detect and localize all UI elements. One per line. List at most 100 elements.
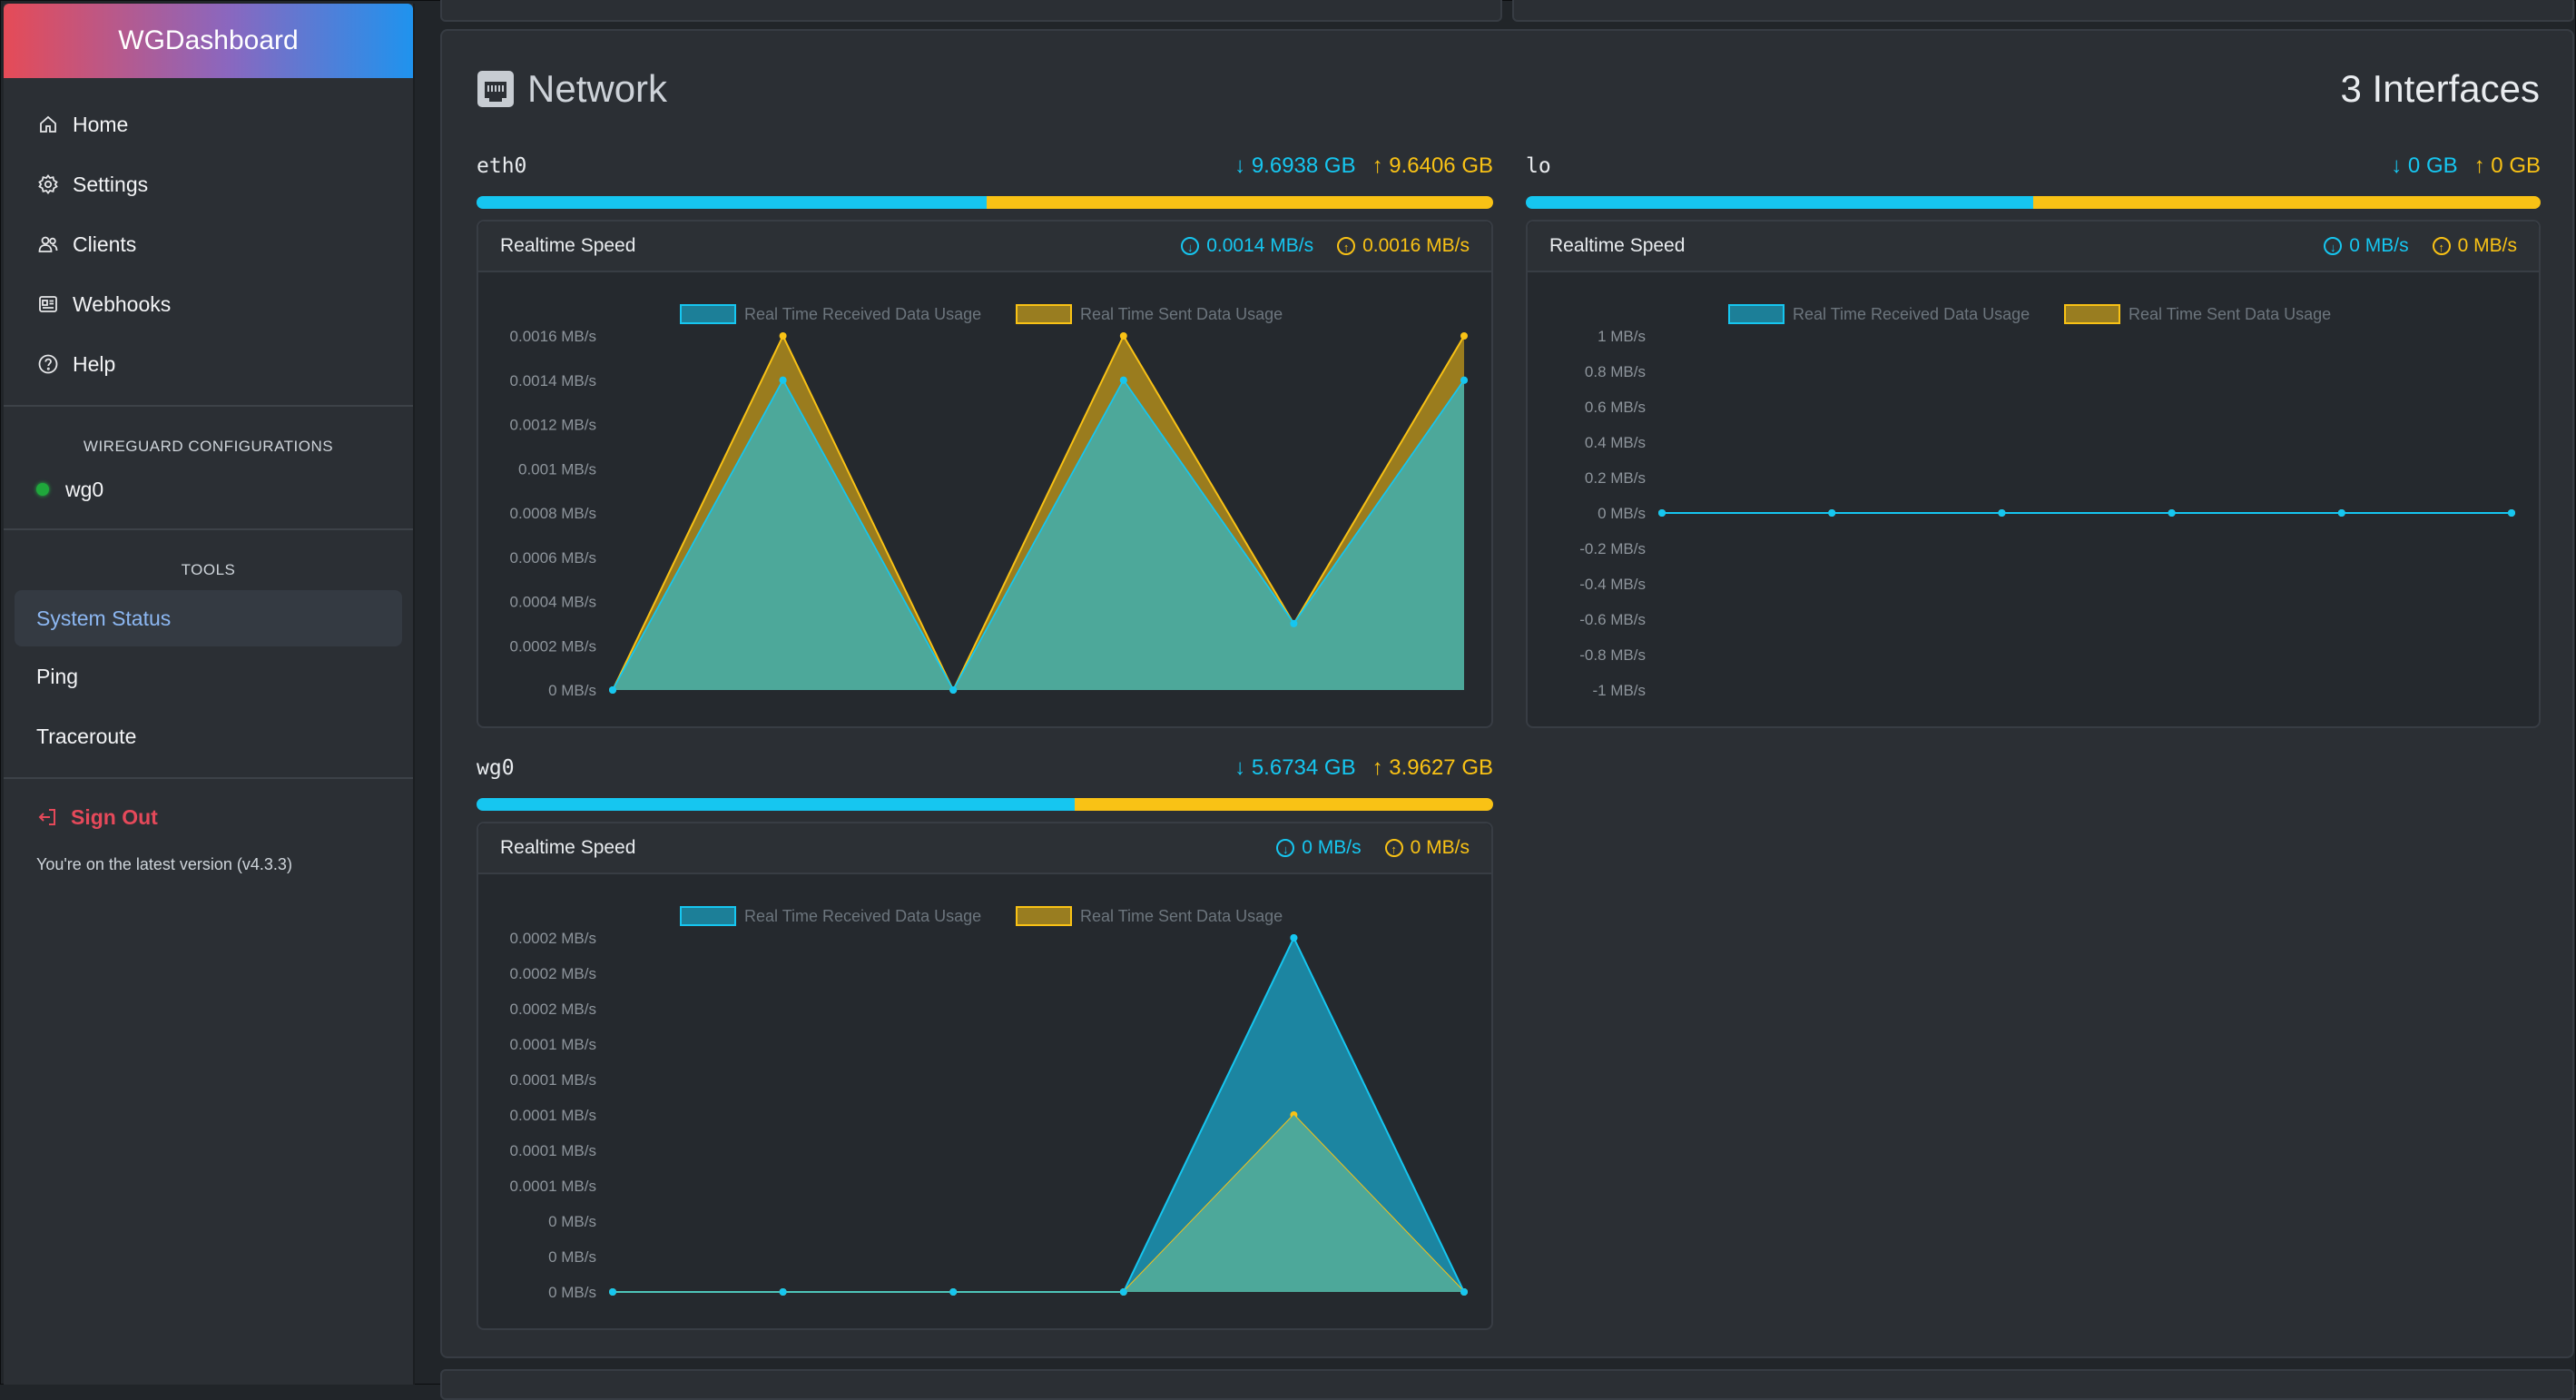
rx-portion — [1526, 196, 2033, 209]
interface-count: 3 Interfaces — [2340, 67, 2540, 110]
y-tick-label: 0 MB/s — [548, 682, 596, 699]
status-dot-icon — [36, 483, 49, 496]
rx-total: ↓ 5.6734 GB — [1234, 755, 1356, 780]
lo-speed-chart: Real Time Received Data Usage Real Time S… — [1579, 304, 2515, 699]
tx-total: ↑ 3.9627 GB — [1372, 755, 1493, 780]
y-tick-label: 0.0002 MB/s — [510, 637, 596, 655]
received-point — [609, 686, 616, 694]
received-point — [1290, 934, 1298, 942]
next-card — [440, 1369, 2574, 1400]
upload-icon: ↑ — [2432, 237, 2451, 255]
y-tick-label: 0.0016 MB/s — [510, 328, 596, 345]
legend-swatch — [680, 906, 736, 926]
sidebar-item-webhooks[interactable]: Webhooks — [4, 274, 413, 334]
y-tick-label: 0.0002 MB/s — [510, 930, 596, 947]
main-nav: Home Settings Clients Webhooks Help — [4, 78, 413, 394]
received-point — [2508, 509, 2515, 517]
ethernet-icon — [477, 71, 514, 107]
sidebar: WGDashboard Home Settings Clients Webhoo… — [4, 4, 415, 1385]
legend-label: Real Time Received Data Usage — [744, 305, 981, 323]
interface-wg0: wg0 ↓ 5.6734 GB ↑ 3.9627 GB Realtime Spe… — [477, 751, 1493, 1330]
tx-speed: ↑ 0 MB/s — [2432, 235, 2517, 257]
sidebar-item-ping[interactable]: Ping — [36, 664, 79, 688]
realtime-speed-panel: Realtime Speed ↓ 0.0014 MB/s ↑ 0.0016 MB/s… — [477, 220, 1493, 728]
legend-swatch — [1728, 304, 1785, 324]
sidebar-item-clients[interactable]: Clients — [4, 214, 413, 274]
usage-bar — [1526, 196, 2541, 209]
y-tick-label: 0.0001 MB/s — [510, 1036, 596, 1053]
received-line — [613, 936, 1465, 1293]
y-tick-label: 0.0001 MB/s — [510, 1107, 596, 1124]
y-tick-label: 0.001 MB/s — [518, 460, 596, 478]
network-title-text: Network — [527, 67, 668, 110]
interface-name: wg0 — [477, 756, 515, 780]
rx-portion — [477, 798, 1076, 811]
legend-label: Real Time Received Data Usage — [744, 907, 981, 925]
sidebar-item-help[interactable]: Help — [4, 334, 413, 394]
y-tick-label: 0.4 MB/s — [1585, 434, 1646, 451]
download-icon: ↓ — [2324, 237, 2343, 255]
legend-swatch — [680, 304, 736, 324]
speed-title: Realtime Speed — [1549, 235, 1686, 256]
y-tick-label: 0 MB/s — [548, 1284, 596, 1301]
y-tick-label: 0.0014 MB/s — [510, 372, 596, 389]
received-point — [949, 686, 958, 694]
gear-icon — [36, 173, 60, 196]
received-point — [779, 376, 787, 384]
legend-label: Real Time Sent Data Usage — [1080, 907, 1283, 925]
y-tick-label: 0.0001 MB/s — [510, 1142, 596, 1159]
interface-name: lo — [1526, 154, 1551, 178]
sidebar-item-traceroute[interactable]: Traceroute — [36, 724, 137, 748]
y-tick-label: -0.8 MB/s — [1579, 646, 1646, 664]
sidebar-item-settings[interactable]: Settings — [4, 154, 413, 214]
y-tick-label: 0 MB/s — [1598, 505, 1646, 522]
tx-total: ↑ 9.6406 GB — [1372, 153, 1493, 178]
received-point — [2337, 509, 2345, 517]
received-point — [949, 1288, 958, 1296]
legend-swatch — [2064, 304, 2120, 324]
previous-card — [1512, 0, 2574, 22]
sidebar-item-system-status[interactable]: System Status — [15, 590, 402, 646]
y-tick-label: 0.0001 MB/s — [510, 1178, 596, 1195]
rx-portion — [477, 196, 987, 209]
y-tick-label: 0.0008 MB/s — [510, 505, 596, 522]
interface-lo: lo ↓ 0 GB ↑ 0 GB Realtime Speed ↓ 0 MB/s … — [1526, 149, 2541, 728]
sidebar-item-label: Help — [73, 351, 116, 376]
tx-portion — [986, 196, 1493, 209]
received-point — [1658, 509, 1666, 517]
y-tick-label: 0 MB/s — [548, 1248, 596, 1266]
sign-out-button[interactable]: Sign Out — [4, 790, 413, 844]
chart-legend: Real Time Received Data Usage Real Time S… — [680, 906, 1283, 926]
download-icon: ↓ — [1276, 839, 1295, 857]
series-line — [612, 333, 1465, 693]
network-card-header: Network 3 Interfaces — [477, 62, 2540, 116]
sidebar-item-wg0[interactable]: wg0 — [4, 467, 413, 512]
realtime-speed-panel: Realtime Speed ↓ 0 MB/s ↑ 0 MB/s Real Time… — [1526, 220, 2541, 728]
y-tick-label: 0.0001 MB/s — [510, 1071, 596, 1089]
eth0-speed-chart: Real Time Received Data Usage Real Time S… — [510, 304, 1468, 699]
data-point — [779, 332, 787, 340]
sign-out-label: Sign Out — [71, 804, 158, 829]
interface-name: eth0 — [477, 154, 527, 178]
divider — [4, 777, 413, 779]
chart-legend: Real Time Received Data Usage Real Time S… — [680, 304, 1283, 324]
speed-title: Realtime Speed — [500, 837, 636, 858]
help-icon — [36, 352, 60, 376]
upload-icon: ↑ — [1384, 839, 1403, 857]
received-point — [1998, 509, 2006, 517]
y-tick-label: 0.0002 MB/s — [510, 965, 596, 982]
received-point — [1119, 376, 1127, 384]
data-point — [1119, 332, 1127, 340]
usage-bar — [477, 196, 1493, 209]
legend-label: Real Time Sent Data Usage — [2129, 305, 2331, 323]
sidebar-item-label: Home — [73, 112, 129, 136]
y-tick-label: 0.0002 MB/s — [510, 1001, 596, 1018]
sidebar-item-home[interactable]: Home — [4, 94, 413, 154]
app-brand[interactable]: WGDashboard — [4, 4, 413, 78]
received-line — [612, 379, 1465, 692]
tools-heading: TOOLS — [181, 561, 236, 578]
tx-speed: ↑ 0.0016 MB/s — [1337, 235, 1470, 257]
received-point — [1460, 1288, 1468, 1296]
received-point — [2168, 509, 2176, 517]
legend-swatch — [1016, 906, 1072, 926]
